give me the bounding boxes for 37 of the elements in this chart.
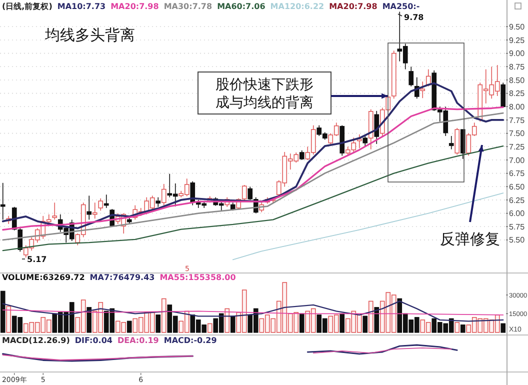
text: MA55:155358.00 <box>160 273 236 282</box>
text: MA7:76479.43 <box>90 273 155 282</box>
y-tick-label: 7.25 <box>509 142 526 152</box>
annotation: 9.78 <box>404 13 424 22</box>
y-tick-label: 5.50 <box>509 236 526 245</box>
y-tick-label: 6.00 <box>509 209 526 218</box>
text: MA60:7.06 <box>217 2 266 11</box>
y-tick-label: 8.75 <box>509 62 526 72</box>
y-tick-label: 6.25 <box>509 196 526 205</box>
y-tick-label: 7.50 <box>509 129 526 138</box>
y-tick-label: 9.50 <box>509 22 526 32</box>
annotation: 股价快速下跌形成与均线的背离 <box>216 77 314 111</box>
y-tick-label: 6.50 <box>509 182 526 192</box>
annotation: MA20:7.98 <box>329 2 378 11</box>
annotation: 均线多头背离 <box>44 26 135 44</box>
text: MA10:7.73 <box>57 2 106 11</box>
annotation: MACD(12.26.9) <box>2 336 70 345</box>
text: MA30:7.78 <box>164 2 212 11</box>
y-tick-label: 7.75 <box>509 116 526 125</box>
y-tick-label: 8.25 <box>509 89 526 98</box>
annotation: (日线,前复权) <box>2 2 52 11</box>
series-label: DEA:0.19 <box>117 336 160 345</box>
y-tick-label: 8.50 <box>509 76 526 85</box>
series-label: DIF:0.04 <box>74 336 113 345</box>
annotation: MA250:- <box>382 2 420 11</box>
y-tick-label: 8.00 <box>509 102 526 112</box>
text: MA120:6.22 <box>270 2 324 11</box>
y-tick-label: 6.75 <box>509 169 526 178</box>
annotation: 5.17 <box>27 255 47 264</box>
text: MA20:7.98 <box>110 2 160 11</box>
y-tick-label: 9.25 <box>509 36 526 45</box>
y-tick-label: 7.00 <box>509 156 526 165</box>
annotation: MACD:-0.29 <box>164 336 218 345</box>
series-label: VOLUME:63269.72 <box>2 273 85 282</box>
y-tick-label: 9.00 <box>509 49 526 58</box>
y-tick-label: 5.75 <box>509 222 526 232</box>
annotation: 反弹修复 <box>440 230 500 248</box>
